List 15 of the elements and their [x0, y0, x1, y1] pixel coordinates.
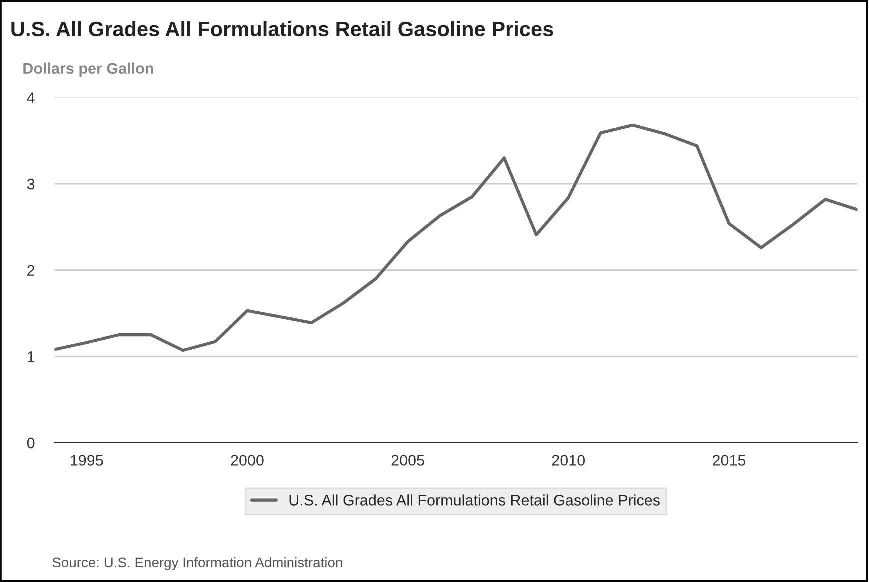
x-tick-label: 2015 — [713, 455, 746, 466]
source-note: Source: U.S. Energy Information Administration — [52, 557, 342, 570]
line-series — [54, 124, 858, 352]
chart-title: U.S. All Grades All Formulations Retail Gasoline Prices — [12, 21, 554, 37]
x-tick-label: 1995 — [71, 455, 104, 466]
y-tick-label: 3 — [27, 178, 35, 190]
y-tick-label: 0 — [27, 438, 35, 449]
y-tick-label: 1 — [28, 352, 35, 362]
x-tick-label: 2005 — [392, 455, 424, 466]
x-tick-label: 2000 — [231, 455, 264, 466]
x-tick-label: 2010 — [552, 455, 586, 466]
y-tick-label: 2 — [28, 265, 35, 276]
y-tick-label: 4 — [27, 92, 35, 104]
y-axis-title: Dollars per Gallon — [24, 62, 154, 78]
legend-label: U.S. All Grades All Formulations Retail Gasoline Prices — [290, 494, 660, 506]
